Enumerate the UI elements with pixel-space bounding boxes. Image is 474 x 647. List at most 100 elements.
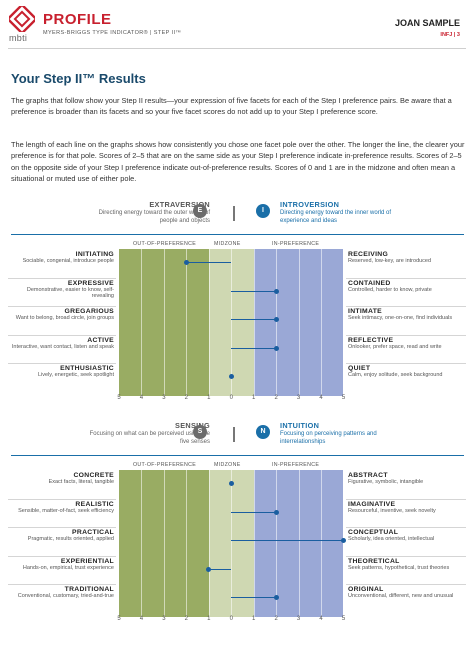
section-heading: Your Step II™ Results: [11, 71, 146, 86]
facet-result-line: [231, 511, 277, 513]
facet-desc: Seek patterns, hypothetical, trust theor…: [348, 564, 450, 571]
facet-desc: Demonstrative, easier to know, self-reve…: [26, 286, 114, 300]
facet-desc: Exact facts, literal, tangible: [48, 479, 114, 485]
scale-gridline: [298, 249, 300, 396]
facet-left-pole: CONCRETE Exact facts, literal, tangible: [8, 472, 114, 497]
scale-gridline: [321, 249, 323, 396]
facet-separator: [346, 527, 466, 528]
left-pole-desc: Directing energy toward the outer world …: [98, 210, 210, 224]
facet-right-pole: RECEIVING Reserved, low-key, are introduc…: [348, 251, 466, 276]
facet-result-line: [186, 262, 232, 263]
facet-name: RECEIVING: [348, 251, 389, 258]
pole-letter-s-icon: S: [193, 425, 207, 439]
facet-separator: [8, 334, 116, 336]
zone-label-out-of-preference: OUT-OF-PREFERENCE: [133, 241, 197, 247]
facet-result-dot: [228, 374, 234, 379]
facet-desc: Interactive, want contact, listen and sp…: [11, 343, 114, 350]
pole-letter-n-icon: N: [256, 425, 270, 439]
scale-tick-label: 2: [184, 395, 189, 401]
zone-label-in-preference: IN-PREFERENCE: [272, 241, 320, 247]
intro-paragraph-2: The length of each line on the graphs sh…: [11, 140, 465, 183]
facet-desc: Calm, enjoy solitude, seek background: [348, 372, 443, 378]
facet-separator: [8, 498, 116, 500]
facet-name: PRACTICAL: [72, 529, 114, 536]
facet-right-pole: ORIGINAL Unconventional, different, new a…: [348, 586, 466, 611]
scale-tick-label: 2: [274, 616, 278, 622]
section-rule: [11, 234, 464, 235]
scale-tick-label: 3: [296, 395, 301, 401]
facet-separator: [8, 584, 116, 585]
left-pole-name: SENSING: [175, 421, 210, 430]
facet-desc: Conventional, customary, tried-and-true: [17, 593, 114, 599]
scale-tick-label: 3: [162, 616, 166, 622]
facet-left-pole: ENTHUSIASTIC Lively, energetic, seek spot…: [8, 365, 114, 390]
facet-left-pole: REALISTIC Sensible, matter-of-fact, seek …: [8, 501, 114, 526]
left-pole-desc: Focusing on what can be perceived using …: [89, 431, 210, 445]
scale-tick-label: 2: [274, 395, 278, 401]
scale-gridline: [231, 249, 233, 396]
scale-tick-label: 4: [139, 395, 144, 401]
facet-name: ACTIVE: [87, 336, 114, 344]
facet-result-dot: [273, 317, 279, 322]
zone-label-midzone: MIDZONE: [214, 241, 241, 247]
facet-desc: Sociable, congenial, introduce people: [22, 258, 114, 264]
facet-name: ABSTRACT: [348, 472, 388, 479]
scale-tick-label: 1: [252, 616, 256, 622]
left-pole: EXTRAVERSION Directing energy toward the…: [80, 200, 210, 225]
scale-tick-label: 4: [319, 616, 323, 622]
facet-name: ENTHUSIASTIC: [60, 365, 114, 372]
facet-result-dot: [273, 288, 279, 294]
facet-result-line: [231, 347, 277, 349]
preference-zones: [119, 470, 343, 617]
right-pole-name: INTROVERSION: [280, 200, 340, 209]
facet-right-pole: INTIMATE Seek intimacy, one-on-one, find …: [348, 308, 466, 333]
scale-gridline: [141, 470, 143, 617]
preference-zones: [119, 249, 343, 396]
facet-name: REALISTIC: [75, 500, 114, 508]
facet-name: INTIMATE: [348, 308, 382, 315]
right-pole-desc: Directing energy toward the inner world …: [280, 210, 392, 224]
type-page-number: INFJ | 3: [440, 32, 460, 38]
facet-separator: [8, 277, 116, 279]
scale-gridline: [141, 249, 143, 396]
scale-tick-label: 0: [229, 616, 233, 622]
brand-label: mbti: [9, 33, 28, 43]
intro-paragraph-1: The graphs that follow show your Step II…: [11, 96, 452, 117]
scale-tick-label: 3: [162, 395, 166, 401]
facet-left-pole: GREGARIOUS Want to belong, broad circle, …: [8, 308, 114, 333]
facet-name: CONCRETE: [73, 472, 114, 479]
scale-tick-label: 1: [252, 395, 256, 401]
facet-separator: [346, 363, 466, 364]
scale-gridline: [276, 249, 278, 396]
scale-tick-label: 1: [207, 616, 211, 622]
facet-name: IMAGINATIVE: [348, 500, 396, 508]
facet-result-line: [231, 290, 277, 292]
facet-right-pole: IMAGINATIVE Resourceful, inventive, seek …: [348, 501, 466, 526]
facet-name: THEORETICAL: [348, 557, 400, 565]
scale-tick-label: 5: [341, 395, 346, 401]
facet-desc: Scholarly, idea oriented, intellectual: [348, 536, 435, 542]
scale-tick-label: 5: [341, 616, 346, 622]
facet-result-line: [231, 597, 277, 598]
scale-tick-label: 5: [117, 395, 121, 401]
facet-left-pole: TRADITIONAL Conventional, customary, trie…: [8, 586, 114, 611]
facet-left-pole: INITIATING Sociable, congenial, introduce…: [8, 251, 114, 276]
facet-right-pole: REFLECTIVE Onlooker, prefer space, read a…: [348, 337, 466, 362]
scale-tick-label: 4: [139, 616, 144, 622]
facet-right-pole: CONCEPTUAL Scholarly, idea oriented, inte…: [348, 529, 466, 554]
facet-desc: Reserved, low-key, are introduced: [348, 258, 432, 264]
facet-result-dot: [273, 509, 279, 515]
facet-right-pole: CONTAINED Controlled, harder to know, pri…: [348, 280, 466, 305]
facet-separator: [346, 555, 466, 557]
scale-gridline: [208, 470, 210, 617]
facet-name: INITIATING: [75, 251, 114, 258]
scale-tick-label: 0: [229, 395, 233, 401]
facet-name: EXPERIENTIAL: [60, 557, 114, 565]
page-header: mbti PROFILE MYERS-BRIGGS TYPE INDICATOR…: [0, 0, 474, 52]
pole-letter-i-icon: I: [256, 204, 270, 218]
scale-gridline: [276, 470, 278, 617]
facet-name: TRADITIONAL: [64, 586, 114, 593]
scale-gridline: [186, 470, 188, 617]
facet-left-pole: EXPERIENTIAL Hands-on, empirical, trust e…: [8, 558, 114, 583]
facet-desc: Controlled, harder to know, private: [348, 286, 432, 293]
